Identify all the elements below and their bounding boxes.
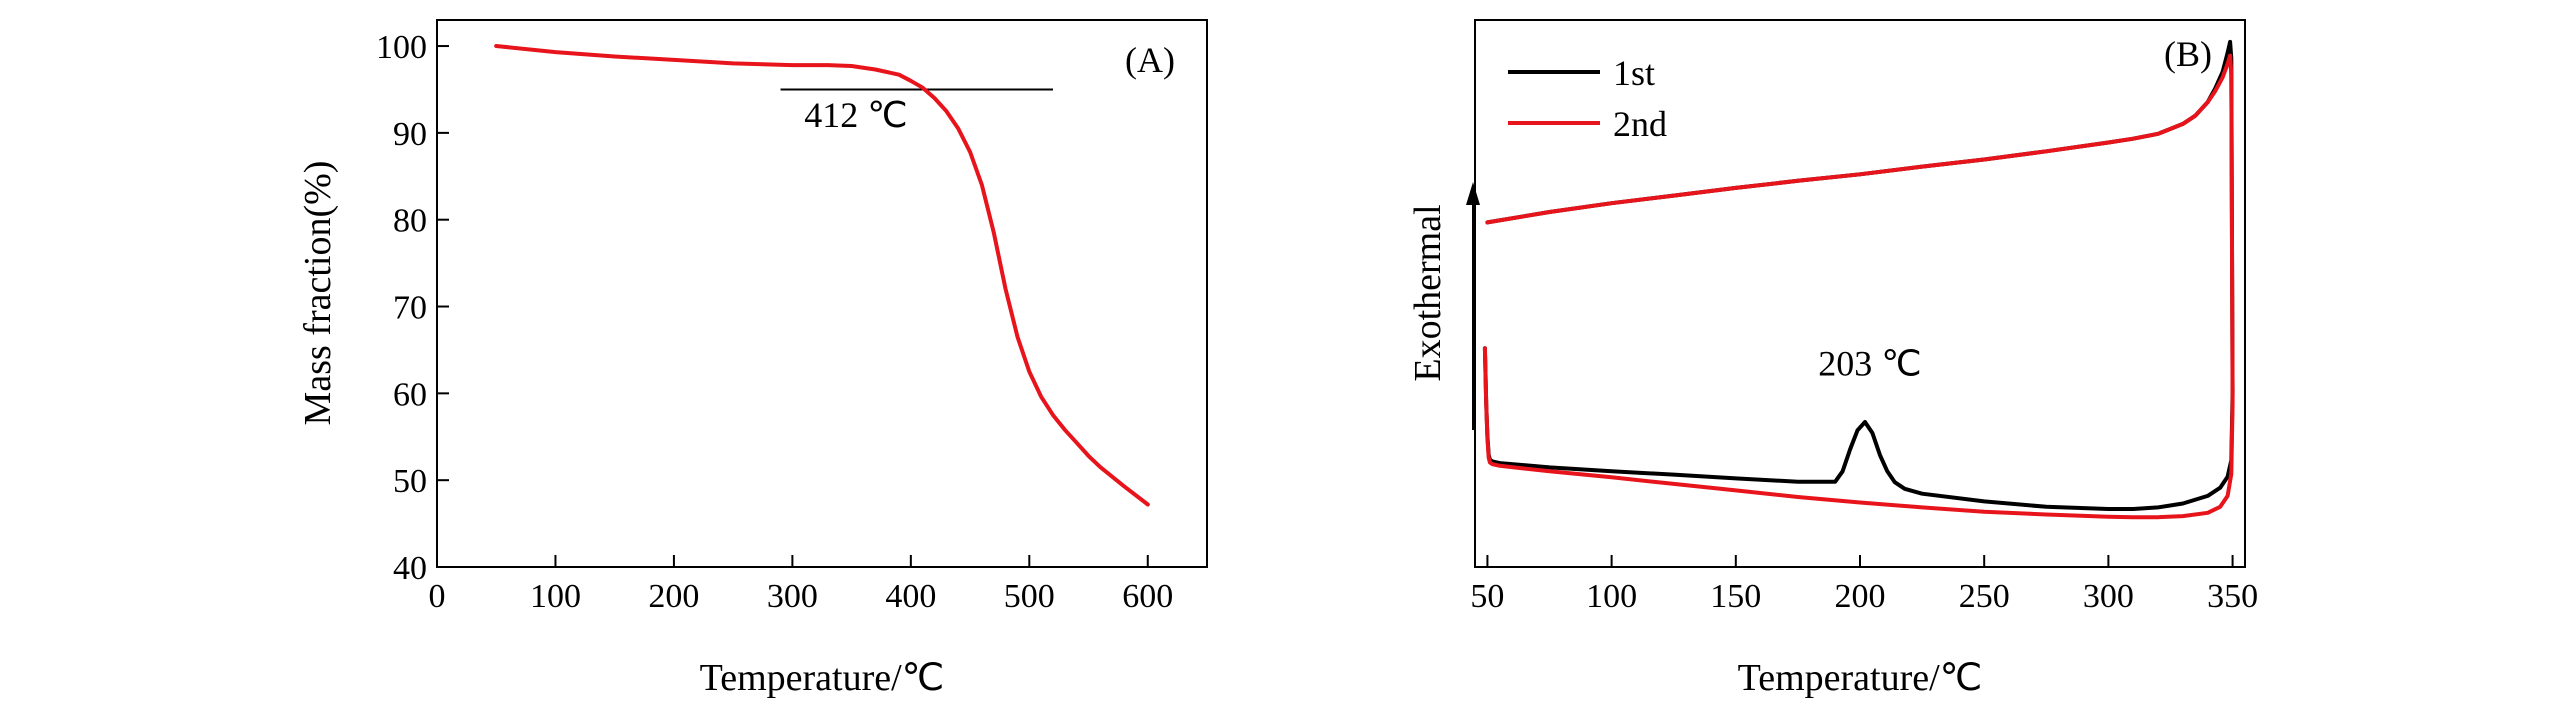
panel-b-legend: 1st 2nd: [1508, 53, 1667, 144]
exothermal-arrow-icon: [1466, 182, 1480, 205]
panel-a-y-tick-label: 40: [393, 550, 427, 587]
panel-b-x-ticks: 50 100 150 200 250 300 350: [1470, 555, 2258, 615]
panel-a-plot-frame: [436, 19, 1208, 568]
panel-a-y-tick-label: 70: [393, 290, 427, 327]
panel-b-exothermal-axis: Exothermal: [1407, 182, 1480, 430]
panel-a-x-axis-title: Temperature/℃: [700, 657, 945, 699]
panel-b-series-2nd: [1482, 53, 2235, 520]
legend-label-2nd: 2nd: [1613, 104, 1667, 144]
panel-b-x-tick-label: 200: [1835, 578, 1886, 615]
panel-a-label: (A): [1125, 40, 1175, 80]
panel-a-x-tick-label: 100: [530, 578, 581, 615]
panel-a-y-tick-label: 60: [393, 376, 427, 413]
panel-b-series-1st: [1482, 39, 2235, 511]
panel-a-y-tick-label: 90: [393, 116, 427, 153]
panel-b-x-axis-title: Temperature/℃: [1738, 657, 1983, 699]
panel-b-x-tick-label: 250: [1959, 578, 2010, 615]
panel-b-x-tick-label: 350: [2207, 578, 2258, 615]
panel-a-onset-annotation: 412 ℃: [804, 95, 907, 135]
panel-a-y-axis-title: Mass fraction(%): [297, 161, 339, 426]
panel-b-x-tick-label: 150: [1710, 578, 1761, 615]
panel-a-x-ticks: 0 100 200 300 400 500 600: [429, 555, 1173, 615]
panel-a-y-tick-label: 50: [393, 463, 427, 500]
panel-a-x-tick-label: 500: [1004, 578, 1055, 615]
panel-a-x-tick-label: 0: [429, 578, 446, 615]
panel-a-tg-curve: [494, 44, 1150, 507]
panel-b-x-tick-label: 300: [2083, 578, 2134, 615]
panel-a: 0 100 200 300 400 500 600 40 50 60 70 80 90 100 412 …: [297, 19, 1208, 699]
panel-a-x-tick-label: 300: [767, 578, 818, 615]
panel-a-y-ticks: 40 50 60 70 80 90 100: [376, 29, 449, 587]
panel-b-peak-annotation: 203 ℃: [1818, 344, 1921, 384]
panel-a-y-tick-label: 80: [393, 203, 427, 240]
legend-label-1st: 1st: [1613, 53, 1655, 93]
panel-a-x-tick-label: 400: [885, 578, 936, 615]
panel-a-x-tick-label: 600: [1122, 578, 1173, 615]
panel-b: 50 100 150 200 250 300 350 203 ℃ (B) 1st 2nd E…: [1407, 19, 2258, 699]
panel-b-x-tick-label: 100: [1586, 578, 1637, 615]
panel-b-plot-frame: [1474, 19, 2246, 568]
panel-a-y-tick-label: 100: [376, 29, 427, 66]
panel-b-x-tick-label: 50: [1470, 578, 1504, 615]
panel-b-y-axis-title: Exothermal: [1407, 204, 1449, 381]
panel-a-x-tick-label: 200: [648, 578, 699, 615]
panel-b-label: (B): [2164, 34, 2212, 74]
